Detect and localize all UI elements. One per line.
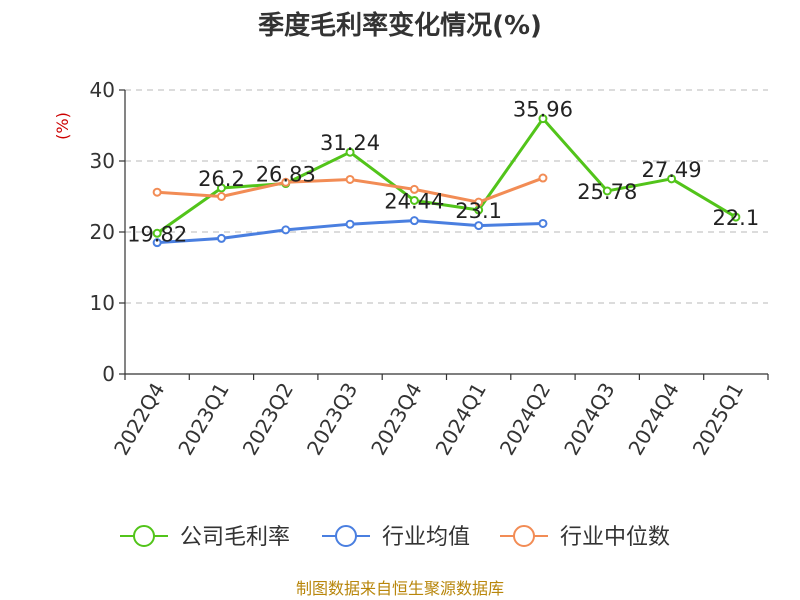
grid-lines [125,89,768,304]
data-point [474,221,484,231]
y-tick-label: 10 [90,291,115,315]
legend-label: 行业均值 [382,525,470,550]
data-label: 31.24 [320,131,380,155]
series-lines [152,114,741,248]
data-point [538,218,548,228]
x-tick-label: 2024Q4 [623,379,683,460]
data-point [216,192,226,201]
data-point [474,197,484,207]
legend-label: 公司毛利率 [180,525,290,550]
data-label: 35.96 [513,98,573,122]
y-axis-unit: (%) [53,112,72,140]
source-note: 制图数据来自恒生聚源数据库 [296,579,504,598]
data-label: 22.1 [712,206,759,230]
x-tick-label: 2024Q1 [431,379,491,460]
data-point [409,216,419,226]
data-label: 23.1 [455,199,502,223]
x-tick-label: 2023Q4 [366,379,426,460]
x-tick-label: 2022Q4 [109,379,169,460]
data-point [281,177,291,187]
data-point [152,187,162,197]
data-point [216,183,226,193]
legend-swatch-marker [133,525,155,547]
data-point [345,147,355,157]
data-label: 25.78 [577,180,637,204]
data-point [602,186,612,196]
legend-swatch-marker [513,525,535,547]
data-label: 27.49 [641,158,701,182]
data-point [538,114,548,124]
y-tick-label: 20 [90,220,115,244]
data-point [538,173,548,183]
data-point [152,238,162,248]
x-tick-label: 2023Q1 [173,379,233,460]
data-label: 26.2 [198,167,245,191]
data-point [667,174,677,184]
data-label: 19.82 [127,222,187,246]
legend: 公司毛利率 行业均值 行业中位数 [120,525,670,550]
legend-swatch-marker [335,525,357,547]
data-point [409,184,419,194]
chart-title: 季度毛利率变化情况(%) [258,10,542,41]
x-tick-label: 2024Q3 [559,379,619,460]
data-point [152,228,162,238]
data-point [216,233,226,243]
x-tick-label: 2023Q3 [302,379,362,460]
data-point [409,195,419,205]
series-line-0 [156,117,737,235]
data-label: 26.83 [256,163,316,187]
y-tick-label: 40 [90,78,115,102]
data-point [345,174,355,184]
x-tick-label: 2025Q1 [688,379,748,460]
legend-label: 行业中位数 [560,525,670,550]
y-tick-label: 0 [102,362,115,386]
x-tick-label: 2024Q2 [495,379,555,460]
data-point [731,212,741,222]
data-point [345,219,355,229]
data-point [281,225,291,235]
y-tick-label: 30 [90,149,115,173]
x-tick-label: 2023Q2 [238,379,298,460]
data-label: 24.44 [384,189,444,213]
